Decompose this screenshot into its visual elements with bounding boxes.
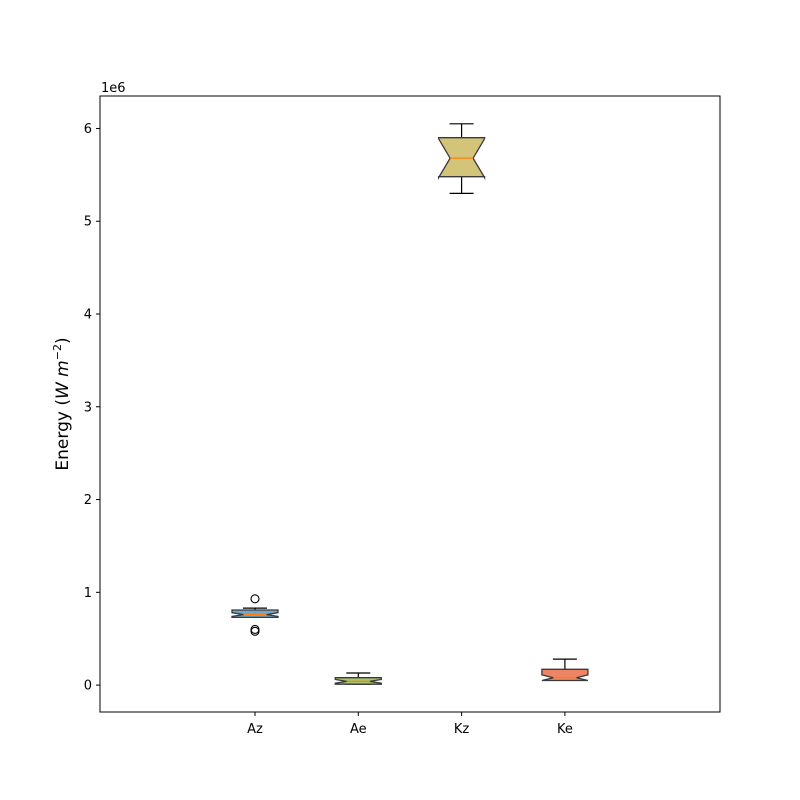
outlier-point [250,626,260,636]
y-tick-label: 3 [84,400,92,415]
y-tick-label: 2 [84,493,92,508]
y-axis-title-text: Energy ( [53,399,73,471]
x-tick-label: Ke [557,722,573,737]
box-body [541,668,589,682]
y-offset-label: 1e6 [101,81,126,96]
y-tick-label: 4 [84,308,92,323]
y-axis-title-math: W m [53,360,73,399]
outlier-point [250,594,260,604]
y-axis-title-close: ) [53,337,73,344]
box-az [231,594,279,636]
plot-area [231,123,589,685]
y-axis-title-exponent: −2 [51,344,64,360]
y-tick-label: 5 [84,215,92,230]
box-kz [437,123,486,195]
x-tick-label: Kz [454,722,470,737]
axes-frame [99,95,721,713]
box-body [231,609,279,619]
x-tick-label: Ae [350,722,367,737]
y-tick-label: 0 [84,679,92,694]
y-tick-label: 1 [84,586,92,601]
y-axis-title: Energy (W m−2) [51,337,73,470]
x-tick-label: Az [247,722,263,737]
box-ke [541,658,589,682]
svg-text:Energy (W m−2): Energy (W m−2) [51,337,73,470]
box-ae [334,672,382,685]
y-tick-label: 6 [84,122,92,137]
